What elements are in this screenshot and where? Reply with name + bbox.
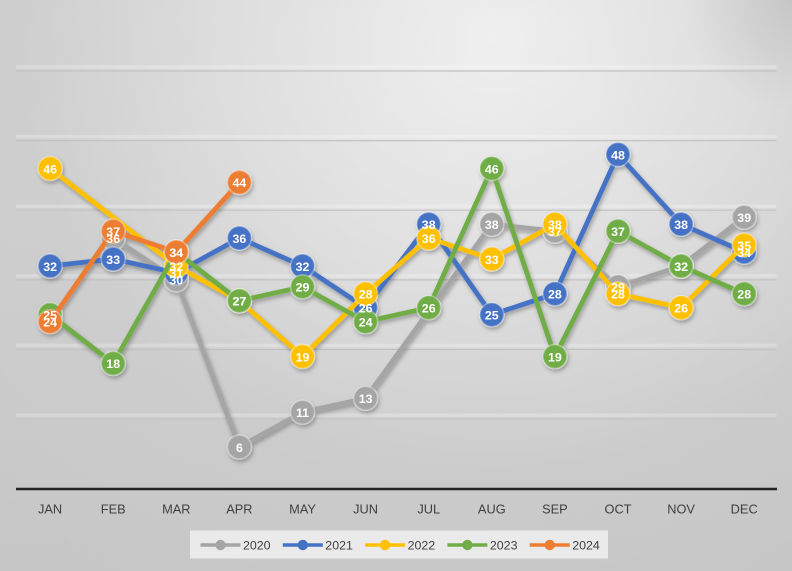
svg-text:JAN: JAN [38,502,62,517]
svg-text:28: 28 [611,288,625,302]
svg-text:34: 34 [737,246,751,260]
svg-text:34: 34 [169,246,183,260]
svg-text:SEP: SEP [542,502,568,517]
svg-text:24: 24 [359,316,373,330]
svg-text:24: 24 [43,316,57,330]
svg-text:26: 26 [674,302,688,316]
svg-text:31: 31 [169,267,183,281]
svg-text:38: 38 [422,218,436,232]
svg-text:25: 25 [43,309,57,323]
svg-text:JUN: JUN [353,502,378,517]
svg-text:44: 44 [233,176,247,190]
svg-text:NOV: NOV [667,502,695,517]
svg-text:26: 26 [359,302,373,316]
svg-text:2024: 2024 [572,538,600,552]
svg-text:11: 11 [296,406,309,420]
svg-text:19: 19 [296,350,310,364]
svg-text:MAR: MAR [162,502,190,517]
svg-text:30: 30 [169,274,183,288]
svg-text:48: 48 [611,148,625,162]
svg-text:38: 38 [485,218,499,232]
svg-text:38: 38 [548,218,562,232]
svg-text:28: 28 [737,288,751,302]
svg-text:33: 33 [485,253,499,267]
svg-text:39: 39 [737,211,751,225]
svg-text:37: 37 [548,225,562,239]
svg-text:6: 6 [236,441,243,455]
svg-text:2023: 2023 [490,538,518,552]
svg-text:27: 27 [233,295,247,309]
svg-text:26: 26 [422,302,436,316]
svg-text:46: 46 [485,162,499,176]
svg-text:28: 28 [359,288,373,302]
svg-text:FEB: FEB [101,502,126,517]
svg-text:2022: 2022 [408,538,436,552]
svg-text:32: 32 [674,260,688,274]
svg-text:37: 37 [106,225,120,239]
svg-text:13: 13 [359,392,373,406]
svg-text:34: 34 [169,246,183,260]
svg-text:36: 36 [106,232,120,246]
svg-text:JUL: JUL [417,502,440,517]
svg-text:28: 28 [548,288,562,302]
svg-text:MAY: MAY [289,502,316,517]
svg-text:36: 36 [422,232,436,246]
svg-text:18: 18 [106,357,120,371]
svg-text:29: 29 [296,281,310,295]
svg-text:36: 36 [233,232,247,246]
svg-text:DEC: DEC [731,502,758,517]
svg-text:19: 19 [548,350,562,364]
svg-text:2020: 2020 [243,538,271,552]
svg-text:29: 29 [611,281,625,295]
svg-text:32: 32 [296,260,310,274]
svg-text:33: 33 [106,253,120,267]
svg-text:32: 32 [674,260,688,274]
svg-text:35: 35 [737,239,751,253]
svg-text:27: 27 [233,295,247,309]
svg-text:OCT: OCT [604,502,631,517]
svg-text:37: 37 [611,225,625,239]
svg-text:APR: APR [226,502,252,517]
svg-text:AUG: AUG [478,502,506,517]
svg-text:2021: 2021 [325,538,353,552]
svg-text:46: 46 [43,162,57,176]
svg-text:32: 32 [169,260,183,274]
svg-text:38: 38 [674,218,688,232]
svg-text:32: 32 [43,260,57,274]
svg-text:25: 25 [485,309,499,323]
